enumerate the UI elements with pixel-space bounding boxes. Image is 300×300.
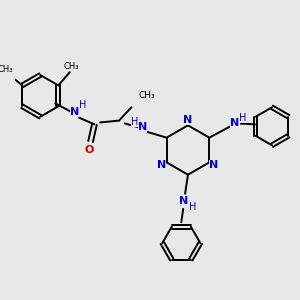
Text: H: H	[189, 202, 196, 212]
Text: H: H	[130, 116, 138, 127]
Text: N: N	[157, 160, 167, 170]
Text: H: H	[79, 100, 87, 110]
Text: N: N	[183, 115, 193, 125]
Text: O: O	[85, 145, 94, 155]
Text: N: N	[178, 196, 188, 206]
Text: CH₃: CH₃	[64, 62, 80, 71]
Text: N: N	[209, 160, 219, 170]
Text: H: H	[239, 113, 246, 123]
Text: N: N	[230, 118, 240, 128]
Text: N: N	[70, 107, 79, 117]
Text: CH₃: CH₃	[0, 65, 13, 74]
Text: N: N	[138, 122, 148, 132]
Text: CH₃: CH₃	[138, 92, 155, 100]
